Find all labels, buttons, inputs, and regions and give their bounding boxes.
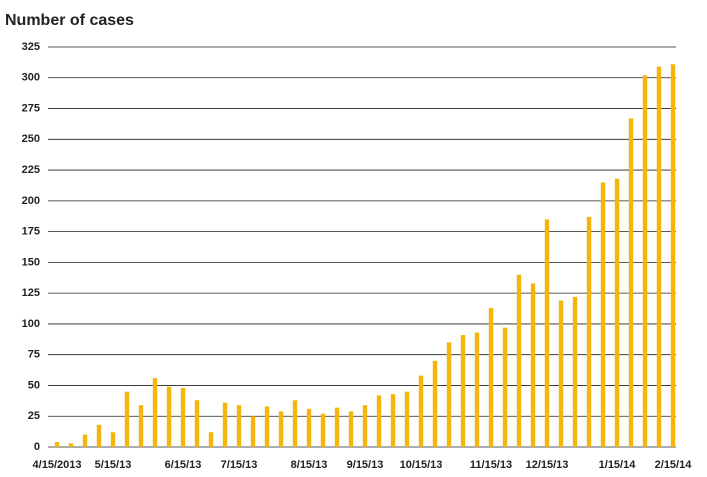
y-tick-label: 225 xyxy=(22,164,40,176)
bar xyxy=(362,405,368,447)
x-tick-label: 11/15/13 xyxy=(470,459,512,471)
x-tick-label: 2/15/14 xyxy=(655,459,693,471)
bar xyxy=(54,442,60,447)
bar xyxy=(572,296,578,447)
bar xyxy=(418,375,424,447)
bar xyxy=(194,400,200,447)
bar xyxy=(236,405,242,447)
x-tick-label: 7/15/13 xyxy=(221,459,258,471)
bar xyxy=(516,274,522,447)
bar xyxy=(306,408,312,447)
bar xyxy=(656,66,662,447)
y-tick-label: 250 xyxy=(22,133,40,145)
bar xyxy=(250,416,256,447)
bar xyxy=(320,413,326,447)
bar xyxy=(628,118,634,447)
y-tick-label: 100 xyxy=(22,318,40,330)
x-tick-label: 9/15/13 xyxy=(347,459,384,471)
bar xyxy=(124,391,130,447)
bar xyxy=(68,443,74,447)
bar xyxy=(404,391,410,447)
chart-title: Number of cases xyxy=(5,12,134,29)
bar xyxy=(166,386,172,447)
bar xyxy=(586,216,592,447)
x-tick-label: 5/15/13 xyxy=(95,459,132,471)
x-tick-label: 10/15/13 xyxy=(400,459,443,471)
bar xyxy=(180,387,186,447)
bar xyxy=(642,75,648,448)
x-tick-label: 6/15/13 xyxy=(165,459,202,471)
bar xyxy=(530,283,536,447)
bar xyxy=(82,434,88,447)
y-tick-label: 200 xyxy=(22,195,40,207)
bar xyxy=(614,178,620,447)
y-tick-label: 125 xyxy=(22,287,40,299)
bar xyxy=(278,411,284,447)
x-tick-label: 1/15/14 xyxy=(599,459,637,471)
bar xyxy=(600,182,606,447)
bar xyxy=(208,432,214,447)
y-tick-label: 275 xyxy=(22,102,40,114)
x-tick-label: 8/15/13 xyxy=(291,459,328,471)
y-tick-label: 50 xyxy=(28,379,40,391)
y-tick-label: 25 xyxy=(28,410,40,422)
bar xyxy=(152,378,158,447)
bar xyxy=(138,405,144,447)
y-tick-label: 75 xyxy=(28,349,40,361)
bar xyxy=(348,411,354,447)
bar xyxy=(334,407,340,447)
bar xyxy=(376,395,382,447)
bar xyxy=(558,300,564,447)
bar xyxy=(460,335,466,447)
y-tick-label: 325 xyxy=(22,41,40,53)
bar xyxy=(292,400,298,447)
bar xyxy=(474,332,480,447)
bar xyxy=(502,327,508,447)
bar xyxy=(222,402,228,447)
y-tick-label: 150 xyxy=(22,256,40,268)
bar xyxy=(264,406,270,447)
bar xyxy=(446,342,452,447)
bar xyxy=(544,219,550,447)
bar xyxy=(670,64,676,447)
x-tick-label: 4/15/2013 xyxy=(33,459,82,471)
bar xyxy=(110,432,116,447)
y-tick-label: 0 xyxy=(34,441,40,453)
bar xyxy=(390,394,396,447)
bar xyxy=(488,307,494,447)
bar xyxy=(96,424,102,447)
x-tick-label: 12/15/13 xyxy=(526,459,569,471)
y-tick-label: 175 xyxy=(22,226,40,238)
y-tick-label: 300 xyxy=(22,72,40,84)
bar xyxy=(432,360,438,447)
